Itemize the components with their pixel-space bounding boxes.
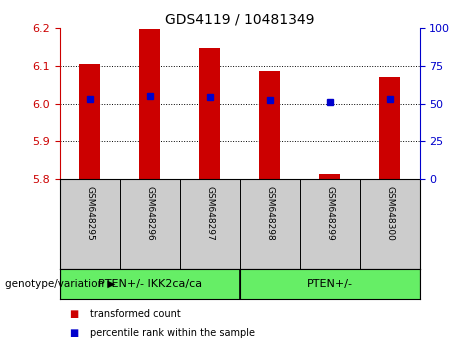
Bar — [259, 72, 280, 179]
Text: PTEN+/- IKK2ca/ca: PTEN+/- IKK2ca/ca — [98, 279, 202, 289]
Bar — [79, 64, 100, 179]
Text: GSM648297: GSM648297 — [205, 186, 214, 241]
Text: percentile rank within the sample: percentile rank within the sample — [90, 328, 255, 338]
Text: ■: ■ — [69, 328, 78, 338]
Text: GSM648298: GSM648298 — [265, 186, 274, 241]
Text: ■: ■ — [69, 309, 78, 319]
Bar — [139, 29, 160, 179]
Text: transformed count: transformed count — [90, 309, 181, 319]
Text: GSM648296: GSM648296 — [145, 186, 154, 241]
Text: GSM648300: GSM648300 — [385, 186, 394, 241]
Title: GDS4119 / 10481349: GDS4119 / 10481349 — [165, 13, 314, 27]
Text: GSM648295: GSM648295 — [85, 186, 95, 241]
Bar — [379, 77, 400, 179]
Text: PTEN+/-: PTEN+/- — [307, 279, 353, 289]
Text: genotype/variation ▶: genotype/variation ▶ — [5, 279, 115, 289]
Text: GSM648299: GSM648299 — [325, 186, 334, 241]
Bar — [319, 175, 340, 179]
Bar — [199, 48, 220, 179]
